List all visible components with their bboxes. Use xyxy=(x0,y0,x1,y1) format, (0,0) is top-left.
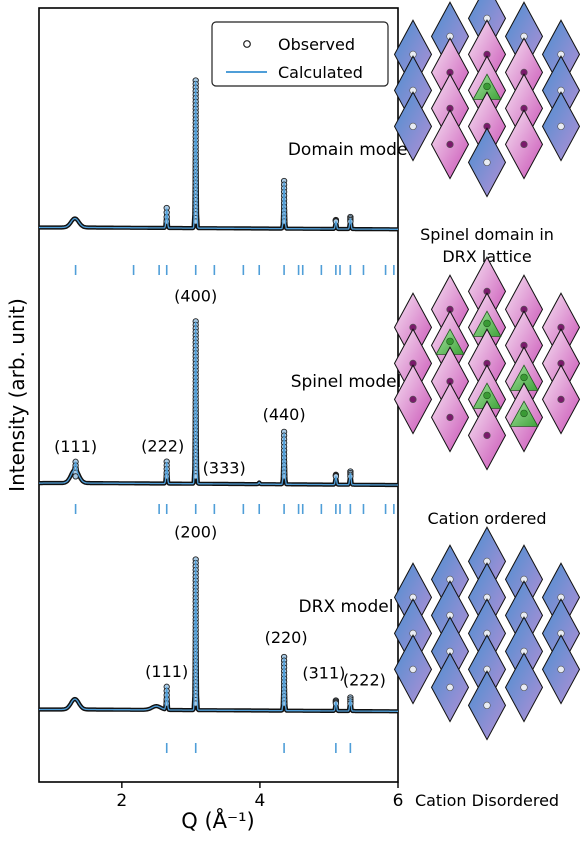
tetrahedral-cation xyxy=(446,337,454,346)
x-axis-label: Q (Å⁻¹) xyxy=(181,807,254,833)
legend-observed-label: Observed xyxy=(278,35,355,54)
schematic-caption: Cation ordered xyxy=(427,509,546,528)
tetrahedral-cation xyxy=(520,409,528,418)
legend-box xyxy=(211,21,389,87)
lattice-site xyxy=(483,701,491,710)
panel-spinel-model xyxy=(39,318,398,514)
schematic-disordered: Cation Disordered xyxy=(393,526,581,810)
observed-point xyxy=(163,473,170,480)
tetrahedral-cation xyxy=(483,319,491,328)
tetrahedral-cation xyxy=(483,391,491,400)
observed-point xyxy=(72,473,79,480)
legend-observed-marker xyxy=(243,40,251,48)
lattice-site xyxy=(557,665,565,674)
lattice-site xyxy=(557,122,565,130)
calculated-curve xyxy=(39,560,398,712)
calculated-curve xyxy=(39,81,398,230)
peak-label: (222) xyxy=(141,437,184,456)
schematic-caption-line: Spinel domain in xyxy=(420,225,554,244)
pattern-panels xyxy=(39,77,398,753)
panel-title: Domain model xyxy=(288,140,412,160)
observed-point xyxy=(163,218,170,225)
legend-calculated-label: Calculated xyxy=(278,63,363,82)
lattice-site xyxy=(446,413,454,422)
lattice-site xyxy=(409,122,417,130)
calculated-curve xyxy=(39,321,398,486)
lattice-site xyxy=(483,431,491,440)
legend: Observed Calculated xyxy=(211,21,389,87)
panel-title: Spinel model xyxy=(291,372,402,392)
peak-label: (333) xyxy=(203,458,246,477)
lattice-site xyxy=(483,158,491,166)
peak-label: (111) xyxy=(54,437,97,456)
peak-label: (440) xyxy=(263,405,306,424)
lattice-site xyxy=(520,140,528,148)
schematic-ordered: Cation ordered xyxy=(393,256,581,528)
schematic-domain: Spinel domain in DRX lattice xyxy=(393,0,581,266)
panel-title: DRX model xyxy=(299,597,394,617)
x-tick-label: 6 xyxy=(393,791,404,811)
tetrahedral-cation xyxy=(483,82,491,91)
lattice-site xyxy=(520,683,528,692)
lattice-site xyxy=(409,395,417,404)
lattice-site xyxy=(446,683,454,692)
peak-label: (222) xyxy=(343,671,386,690)
panel-text: Domain model Spinel model (111) (222) (400) (… xyxy=(54,140,412,690)
schematic-caption: Cation Disordered xyxy=(415,791,559,810)
x-tick-label: 2 xyxy=(116,791,127,811)
panel-domain-model xyxy=(39,77,398,275)
lattice-site xyxy=(409,665,417,674)
lattice-site xyxy=(446,140,454,148)
peak-label: (400) xyxy=(174,286,217,305)
lattice-site xyxy=(557,395,565,404)
peak-label: (220) xyxy=(265,628,308,647)
y-axis-label: Intensity (arb. unit) xyxy=(5,298,29,492)
x-axis-ticks: 2 4 6 xyxy=(116,782,403,811)
lattice-schematics: Spinel domain in DRX lattice Cation ordere… xyxy=(393,0,581,810)
panel-drx-model xyxy=(39,556,398,753)
peak-label: (311) xyxy=(302,664,345,683)
x-tick-label: 4 xyxy=(255,791,266,811)
peak-label: (111) xyxy=(145,662,188,681)
tetrahedral-cation xyxy=(520,373,528,382)
peak-label: (200) xyxy=(174,523,217,542)
